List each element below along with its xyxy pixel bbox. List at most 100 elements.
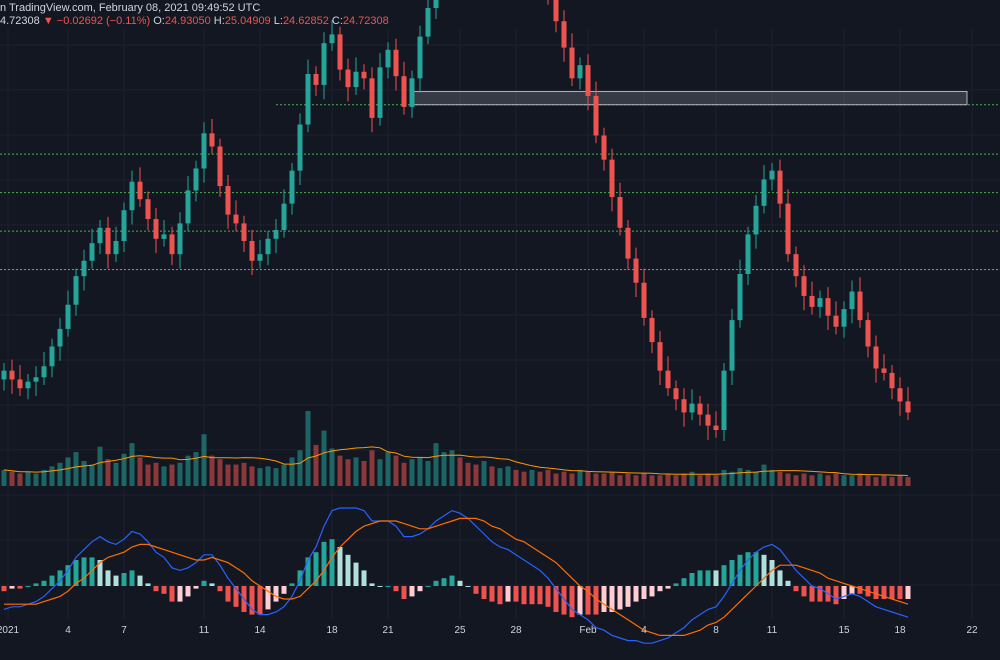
volume-bar <box>417 457 423 486</box>
volume-bar <box>513 469 519 486</box>
macd-histogram-bar <box>577 586 583 615</box>
volume-bar <box>721 469 727 486</box>
volume-bar <box>369 450 375 486</box>
candle-body <box>433 0 439 9</box>
macd-histogram-bar <box>249 586 255 615</box>
volume-bar <box>337 455 343 486</box>
volume-bar <box>441 452 447 486</box>
macd-histogram-bar <box>105 570 111 586</box>
macd-histogram-bar <box>609 586 615 612</box>
volume-bar <box>81 461 87 486</box>
candle-body <box>265 238 271 255</box>
candle-body <box>105 227 111 255</box>
candle-body <box>897 388 903 402</box>
candle-body <box>97 227 103 244</box>
candle-body <box>9 370 15 380</box>
volume-bar <box>665 473 671 486</box>
macd-histogram-bar <box>817 586 823 602</box>
close-value: 24.72308 <box>342 15 389 27</box>
volume-bar <box>377 459 383 486</box>
macd-histogram-bar <box>721 565 727 586</box>
volume-bar <box>41 469 47 486</box>
volume-bar <box>89 464 95 486</box>
candle-body <box>809 295 815 307</box>
volume-bar <box>873 477 879 486</box>
x-axis-tick-label: 2021 <box>0 625 20 636</box>
volume-bar <box>761 464 767 486</box>
candle-body <box>609 159 615 198</box>
volume-bar <box>697 475 703 486</box>
volume-bar <box>465 462 471 486</box>
volume-bar <box>561 471 567 486</box>
volume-bar <box>905 477 911 486</box>
macd-histogram-bar <box>553 586 559 612</box>
volume-bar <box>321 430 327 486</box>
macd-histogram-bar <box>857 586 863 594</box>
volume-bar <box>313 444 319 486</box>
x-axis-tick-label: 18 <box>326 625 338 636</box>
macd-histogram-bar <box>689 573 695 586</box>
candle-body <box>585 65 591 96</box>
candle-body <box>257 254 263 261</box>
macd-histogram-bar <box>497 586 503 605</box>
macd-histogram-bar <box>713 570 719 586</box>
candle-body <box>113 240 119 255</box>
candle-body <box>41 366 47 378</box>
candle-body <box>345 69 351 88</box>
volume-bars <box>1 411 911 486</box>
macd-histogram-bar <box>121 573 127 586</box>
macd-histogram-bar <box>73 560 79 586</box>
macd-histogram-bar <box>97 560 103 586</box>
candle-body <box>25 381 31 389</box>
volume-bar <box>281 464 287 486</box>
volume-bar <box>305 411 311 486</box>
resistance-zone[interactable] <box>411 91 968 106</box>
candle-body <box>321 43 327 85</box>
volume-bar <box>209 455 215 486</box>
candle-body <box>297 124 303 171</box>
macd-histogram-bar <box>393 586 399 592</box>
macd-histogram-bar <box>41 580 47 586</box>
macd-histogram-bar <box>57 570 63 586</box>
candle-body <box>377 67 383 118</box>
volume-bar <box>841 475 847 486</box>
macd-histogram-bar <box>505 586 511 602</box>
macd-histogram-bar <box>873 586 879 599</box>
volume-bar <box>105 459 111 486</box>
candle-body <box>689 403 695 413</box>
candle-body <box>209 133 215 147</box>
volume-bar <box>825 475 831 486</box>
macd-histogram-bar <box>337 547 343 586</box>
macd-histogram-bar <box>769 560 775 586</box>
x-axis-tick-label: 21 <box>382 625 394 636</box>
low-value: 24.62852 <box>282 15 329 27</box>
candle-body <box>305 73 311 125</box>
macd-histogram-bar <box>561 586 567 615</box>
candle-body <box>329 34 335 44</box>
candle-body <box>129 181 135 211</box>
volume-bar <box>49 466 55 486</box>
volume-bar <box>489 466 495 486</box>
macd-histogram-bar <box>225 586 231 602</box>
volume-ma-line <box>3 446 909 476</box>
x-axis-tick-label: Feb <box>579 625 597 636</box>
x-axis-tick-label: 4 <box>65 625 71 636</box>
volume-bar <box>545 469 551 486</box>
macd-histogram-bar <box>657 586 663 592</box>
volume-bar <box>241 462 247 486</box>
volume-bar <box>713 475 719 486</box>
volume-bar <box>449 450 455 486</box>
volume-bar <box>537 471 543 486</box>
macd-histogram-bar <box>65 565 71 586</box>
macd-histogram-bar <box>833 586 839 605</box>
macd-histogram-bar <box>281 586 287 594</box>
volume-bar <box>577 469 583 486</box>
candle-body <box>665 370 671 389</box>
volume-bar <box>329 448 335 486</box>
macd-histogram-bar <box>729 560 735 586</box>
volume-bar <box>473 464 479 486</box>
macd-histogram-bar <box>889 586 895 599</box>
volume-bar <box>393 455 399 486</box>
candle-body <box>761 179 767 206</box>
